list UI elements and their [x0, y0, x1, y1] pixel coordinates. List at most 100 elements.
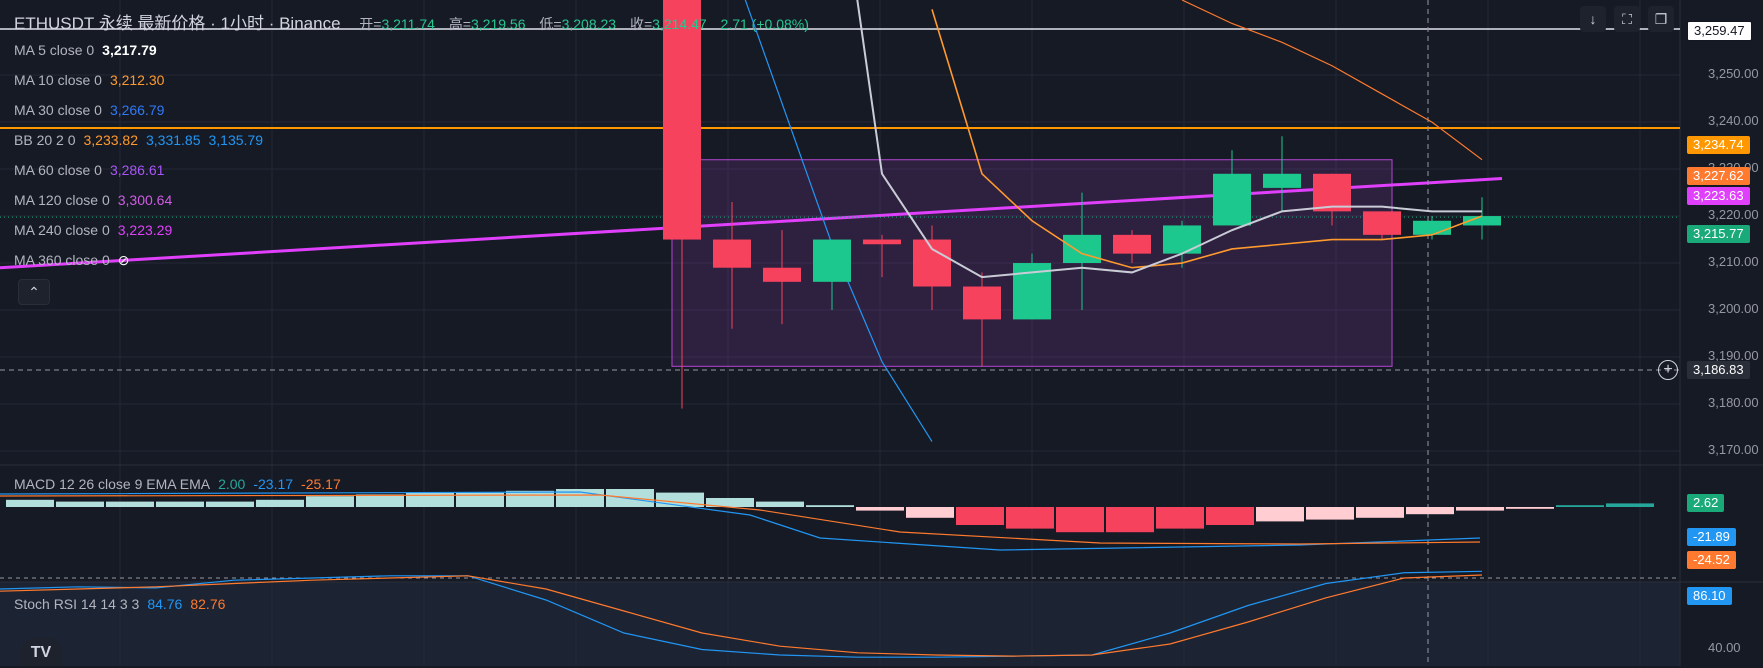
low-value: 3,208.23	[561, 16, 617, 32]
macd-bar	[6, 499, 54, 507]
legend-ma60-name: MA 60 close 0	[14, 162, 102, 178]
high-key: 高=	[448, 16, 471, 32]
macd-bar	[1606, 503, 1654, 507]
legend-bb-upper: 3,331.85	[146, 132, 201, 148]
price-tick: 3,190.00	[1708, 348, 1759, 363]
tradingview-logo[interactable]: TV	[20, 638, 62, 666]
signal-line	[0, 494, 1481, 545]
add-alert-icon[interactable]: +	[1658, 360, 1678, 380]
macd-bar	[106, 501, 154, 507]
macd-bar	[156, 501, 204, 507]
macd-bar	[1156, 507, 1204, 529]
macd-bar	[56, 501, 104, 507]
legend-ma10-name: MA 10 close 0	[14, 72, 102, 88]
macd-bar	[1406, 507, 1454, 515]
badge-crosshair: 3,186.83	[1687, 361, 1750, 379]
macd-bar	[1306, 507, 1354, 520]
candle-body	[1413, 220, 1451, 235]
macd-bar	[906, 507, 954, 518]
legend-macd-hist: 2.00	[218, 476, 246, 492]
badge-ma240: 3,223.63	[1687, 187, 1750, 205]
macd-bar	[956, 507, 1004, 525]
macd-bar	[756, 501, 804, 507]
candle-body	[963, 286, 1001, 320]
macd-bar	[1056, 507, 1104, 533]
stoch-k-line	[0, 570, 1483, 658]
legend-bb-basis: 3,233.82	[83, 132, 139, 148]
macd-line	[0, 491, 1481, 551]
collapse-legend-button[interactable]: ⌃	[18, 279, 50, 305]
macd-bar	[856, 507, 904, 511]
macd-bar	[356, 494, 404, 507]
legend-stoch-rsi[interactable]: Stoch RSI 14 14 3 3 84.76 82.76	[14, 596, 225, 612]
legend-bb-name: BB 20 2 0	[14, 132, 76, 148]
legend-macd-name: MACD 12 26 close 9 EMA EMA	[14, 476, 211, 492]
badge-last-price: 3,215.77	[1687, 225, 1750, 243]
legend-ma30[interactable]: MA 30 close 0 3,266.79	[14, 102, 164, 118]
badge-rsi: 86.10	[1687, 587, 1732, 605]
legend-ma240[interactable]: MA 240 close 0 3,223.29	[14, 222, 172, 238]
legend-macd[interactable]: MACD 12 26 close 9 EMA EMA 2.00 -23.17 -25.…	[14, 476, 341, 492]
legend-ma10[interactable]: MA 10 close 0 3,212.30	[14, 72, 164, 88]
restore-icon[interactable]: ❐	[1648, 6, 1674, 32]
candle-body	[663, 0, 701, 240]
macd-bar	[406, 492, 454, 507]
badge-macd-hist: 2.62	[1687, 494, 1725, 512]
legend-macd-signal: -25.17	[301, 476, 341, 492]
candle-body	[1213, 173, 1251, 226]
macd-bar	[1206, 507, 1254, 525]
candle-body	[813, 239, 851, 282]
close-key: 收=	[629, 16, 653, 32]
legend-ma5-name: MA 5 close 0	[14, 42, 95, 58]
legend-ma60-value: 3,286.61	[109, 162, 165, 178]
macd-bar	[1556, 505, 1604, 507]
legend-rsi-d: 82.76	[190, 596, 226, 612]
badge-macd: -21.89	[1687, 528, 1736, 546]
legend-bb-lower: 3,135.79	[208, 132, 264, 148]
legend-ma60[interactable]: MA 60 close 0 3,286.61	[14, 162, 164, 178]
legend-ma120-value: 3,300.64	[117, 192, 173, 208]
legend-ma120[interactable]: MA 120 close 0 3,300.64	[14, 192, 172, 208]
price-tick: 3,180.00	[1708, 395, 1759, 410]
ma-upper-line	[1181, 0, 1483, 161]
ma5-line	[856, 0, 1482, 279]
legend-ma5[interactable]: MA 5 close 0 3,217.79	[14, 42, 157, 58]
legend-ma360[interactable]: MA 360 close 0 ⊘	[14, 252, 129, 269]
ma240-line	[0, 176, 1503, 270]
badge-top: 3,259.47	[1687, 21, 1752, 41]
price-tick: 3,210.00	[1708, 254, 1759, 269]
close-value: 3,214.47	[652, 16, 707, 32]
rsi-tick: 40.00	[1708, 640, 1741, 655]
badge-bb-upper: 3,234.74	[1687, 136, 1750, 154]
macd-bar	[206, 501, 254, 507]
ma10-line	[931, 9, 1483, 269]
fullscreen-icon[interactable]: ⛶	[1614, 6, 1640, 32]
macd-bar	[306, 496, 354, 507]
candle-body	[1313, 173, 1351, 212]
price-tick: 3,250.00	[1708, 66, 1759, 81]
macd-bar	[1106, 507, 1154, 533]
macd-bar	[1456, 507, 1504, 511]
badge-ma10: 3,227.62	[1687, 167, 1750, 185]
candle-body	[1363, 211, 1401, 235]
open-value: 3,211.74	[381, 16, 435, 32]
download-icon[interactable]: ↓	[1580, 6, 1606, 32]
macd-bar	[1256, 507, 1304, 522]
rsi-band	[0, 582, 1680, 666]
candle-body	[1063, 234, 1101, 264]
macd-bar	[506, 490, 554, 507]
legend-ma240-value: 3,223.29	[117, 222, 173, 238]
candle-body	[1163, 225, 1201, 254]
candle-body	[863, 239, 901, 245]
legend-rsi-k: 84.76	[147, 596, 183, 612]
macd-bar	[1356, 507, 1404, 518]
legend-macd-macd: -23.17	[253, 476, 294, 492]
candle-body	[1463, 216, 1501, 226]
macd-bar	[1006, 507, 1054, 529]
macd-bar	[256, 499, 304, 507]
legend-rsi-name: Stoch RSI 14 14 3 3	[14, 596, 140, 612]
legend-ma360-name: MA 360 close 0	[14, 252, 110, 268]
legend-bb[interactable]: BB 20 2 0 3,233.82 3,331.85 3,135.79	[14, 132, 263, 148]
macd-bar	[1506, 507, 1554, 509]
